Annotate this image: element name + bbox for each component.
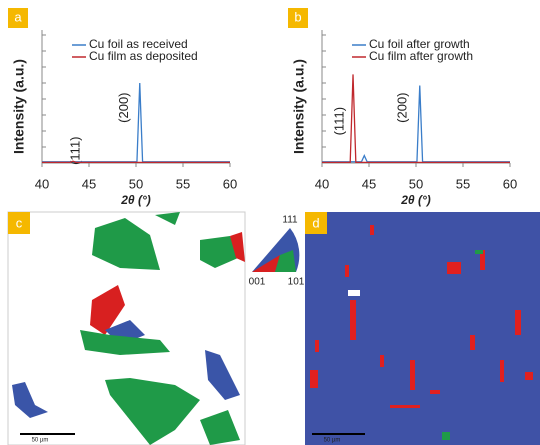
panel-label: d xyxy=(312,215,319,230)
x-tick-label: 50 xyxy=(129,176,143,191)
figure: c 50 µm d 50 µm 111 001 101 a 40 45 50 55 60 2… xyxy=(0,0,540,445)
panel-label: c xyxy=(16,215,23,230)
legend-label: Cu film as deposited xyxy=(89,49,198,63)
annotation: (200) xyxy=(116,92,131,122)
panel-label: b xyxy=(294,9,301,24)
x-axis-label: 2θ (°) xyxy=(400,193,431,207)
ipf-label: 001 xyxy=(249,277,266,288)
x-tick-label: 55 xyxy=(456,176,470,191)
ipf-label: 111 xyxy=(282,215,298,226)
x-tick-label: 50 xyxy=(409,176,423,191)
series-line xyxy=(322,74,510,162)
x-axis-label: 2θ (°) xyxy=(120,193,151,207)
y-axis-label: Intensity (a.u.) xyxy=(291,59,307,154)
map-d xyxy=(305,212,540,445)
legend-label: Cu film after growth xyxy=(369,49,473,63)
x-tick-label: 55 xyxy=(176,176,190,191)
x-tick-label: 45 xyxy=(362,176,376,191)
x-tick-label: 45 xyxy=(82,176,96,191)
map-c xyxy=(8,212,245,445)
scale-bar-label: 50 µm xyxy=(32,438,49,444)
annotation: (111) xyxy=(67,136,82,164)
x-tick-label: 60 xyxy=(223,176,237,191)
panel-label: a xyxy=(14,9,22,24)
annotation: (200) xyxy=(394,92,409,122)
x-tick-label: 40 xyxy=(315,176,329,191)
ipf-legend xyxy=(252,228,299,272)
scale-bar-label: 50 µm xyxy=(324,438,341,444)
x-tick-label: 40 xyxy=(35,176,49,191)
ipf-label: 101 xyxy=(288,277,305,288)
annotation: (111) xyxy=(331,107,346,135)
y-axis-label: Intensity (a.u.) xyxy=(11,59,27,154)
x-tick-label: 60 xyxy=(503,176,517,191)
